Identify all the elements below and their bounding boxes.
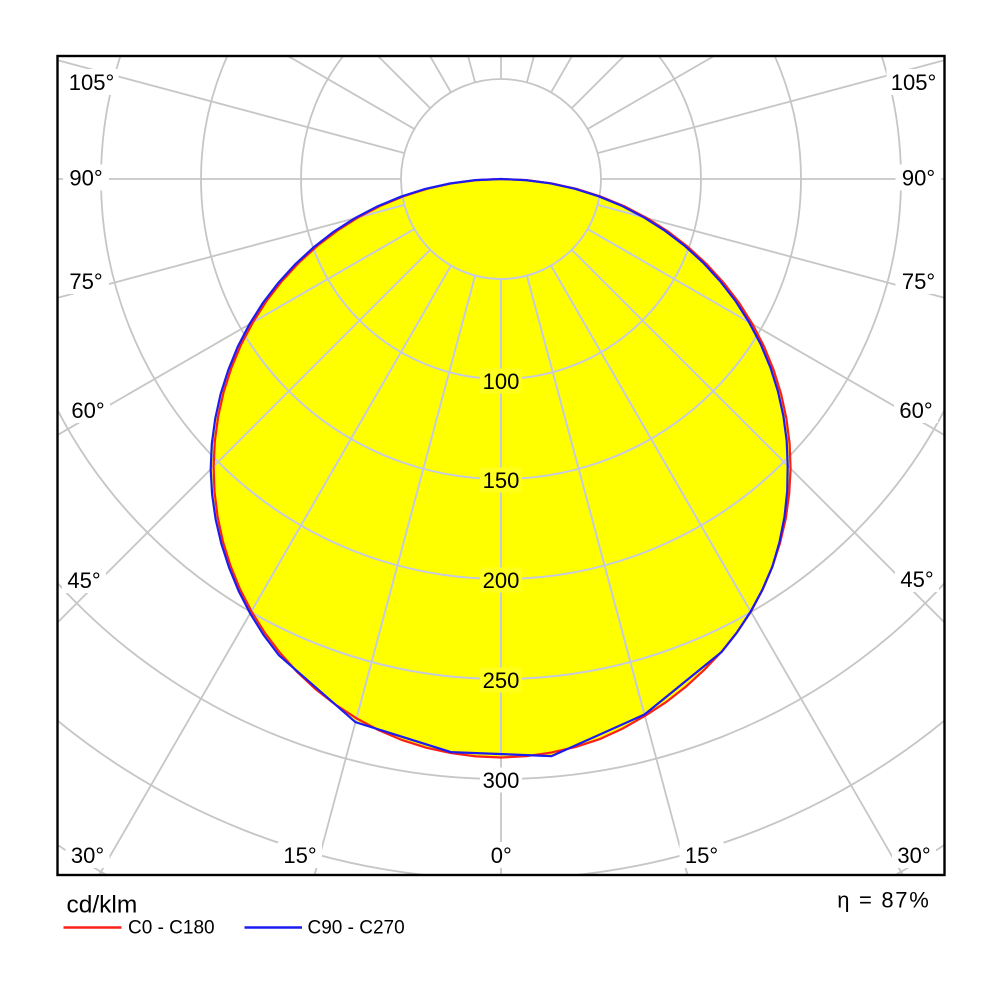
svg-text:60°: 60°: [71, 398, 104, 423]
svg-text:200: 200: [483, 568, 520, 593]
svg-text:30°: 30°: [71, 843, 104, 868]
svg-text:60°: 60°: [899, 398, 932, 423]
svg-text:15°: 15°: [283, 843, 316, 868]
svg-text:15°: 15°: [685, 843, 718, 868]
svg-text:0°: 0°: [491, 843, 512, 868]
svg-text:150: 150: [483, 468, 520, 493]
svg-text:cd/klm: cd/klm: [67, 892, 138, 919]
svg-text:45°: 45°: [67, 568, 100, 593]
svg-text:300: 300: [483, 768, 520, 793]
svg-text:250: 250: [483, 668, 520, 693]
svg-text:90°: 90°: [69, 166, 102, 191]
svg-text:105°: 105°: [69, 70, 115, 95]
svg-text:30°: 30°: [897, 843, 930, 868]
svg-text:75°: 75°: [902, 269, 935, 294]
svg-text:100: 100: [483, 369, 520, 394]
svg-text:45°: 45°: [900, 567, 933, 592]
svg-text:105°: 105°: [891, 70, 937, 95]
svg-text:η = 87%: η = 87%: [837, 888, 930, 913]
svg-text:C0 - C180: C0 - C180: [128, 918, 215, 939]
svg-text:75°: 75°: [69, 269, 102, 294]
svg-text:90°: 90°: [902, 166, 935, 191]
svg-text:C90 - C270: C90 - C270: [308, 918, 405, 939]
